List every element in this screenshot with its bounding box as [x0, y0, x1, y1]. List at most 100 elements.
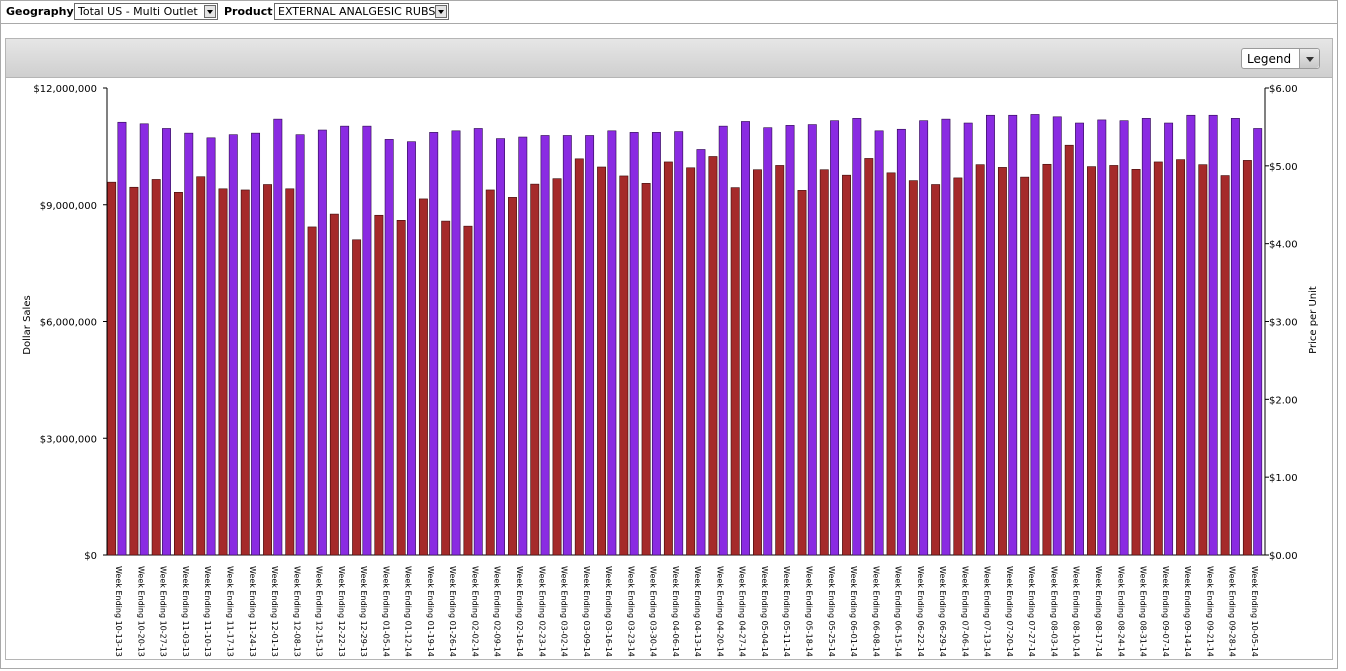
x-category-label: Week Ending 04-20-14: [715, 566, 724, 657]
legend-select-value: Legend: [1247, 52, 1292, 66]
right-tick-label: $6.00: [1269, 84, 1298, 95]
x-category-label: Week Ending 11-17-13: [225, 566, 234, 657]
left-tick-label: $0: [84, 551, 97, 562]
dollar-sales-bar: [129, 186, 139, 556]
dollar-sales-bar: [641, 183, 651, 556]
price-per-unit-bar: [540, 135, 550, 556]
price-per-unit-bar: [741, 121, 750, 556]
price-per-unit-bar: [985, 114, 995, 556]
dollar-sales-bar: [1242, 160, 1252, 556]
price-per-unit-bar: [518, 136, 528, 556]
dollar-sales-bar: [485, 189, 495, 556]
product-select-value: EXTERNAL ANALGESIC RUBS: [278, 5, 436, 18]
price-per-unit-bar: [963, 122, 973, 556]
dollar-sales-bar: [775, 165, 785, 556]
x-category-label: Week Ending 02-09-14: [493, 566, 502, 657]
chevron-down-icon[interactable]: [1299, 49, 1319, 68]
x-category-label: Week Ending 06-29-14: [938, 566, 947, 657]
dollar-sales-bar: [508, 197, 517, 556]
dollar-sales-bar: [597, 166, 607, 556]
x-category-label: Week Ending 09-07-14: [1161, 566, 1170, 657]
x-category-label: Week Ending 10-13-13: [114, 566, 123, 657]
price-per-unit-bar: [117, 121, 127, 556]
price-per-unit-bar: [340, 125, 350, 556]
dollar-sales-bar: [708, 156, 718, 556]
x-category-label: Week Ending 02-23-14: [537, 566, 546, 657]
dollar-sales-bar: [530, 183, 540, 556]
product-select[interactable]: EXTERNAL ANALGESIC RUBS: [274, 3, 449, 20]
price-per-unit-bar: [1230, 118, 1240, 556]
dollar-sales-bar: [797, 190, 807, 556]
price-per-unit-bar: [273, 118, 283, 556]
dollar-sales-bar: [107, 181, 117, 556]
x-category-label: Week Ending 06-08-14: [871, 566, 880, 657]
x-category-label: Week Ending 07-20-14: [1005, 566, 1014, 657]
dollar-sales-bar: [263, 184, 272, 556]
dollar-sales-bar: [463, 225, 473, 556]
dollar-sales-bar: [686, 167, 696, 556]
price-per-unit-bar: [206, 137, 216, 556]
right-tick-label: $0.00: [1269, 551, 1298, 562]
left-tick-label: $12,000,000: [33, 84, 97, 95]
x-category-label: Week Ending 03-09-14: [582, 566, 591, 657]
left-axis-title: Dollar Sales: [22, 295, 33, 354]
x-category-label: Week Ending 03-02-14: [560, 566, 569, 657]
x-category-label: Week Ending 10-27-13: [159, 566, 168, 657]
dollar-sales-bar: [240, 189, 250, 556]
x-category-label: Week Ending 08-17-14: [1094, 566, 1103, 657]
dollar-sales-bar: [975, 164, 985, 556]
x-category-label: Week Ending 12-15-13: [315, 566, 324, 657]
dollar-sales-bar: [953, 177, 963, 556]
x-category-label: Week Ending 04-06-14: [671, 566, 680, 657]
dollar-sales-bar: [819, 169, 829, 556]
x-category-label: Week Ending 09-21-14: [1205, 566, 1214, 657]
price-per-unit-bar: [1164, 122, 1174, 556]
x-category-label: Week Ending 12-29-13: [359, 566, 368, 657]
price-per-unit-bar: [473, 128, 483, 556]
x-category-label: Week Ending 05-18-14: [804, 566, 813, 657]
right-tick-label: $5.00: [1269, 162, 1298, 173]
right-axis-title: Price per Unit: [1308, 286, 1319, 354]
x-category-label: Week Ending 05-11-14: [782, 566, 791, 657]
price-per-unit-bar: [607, 130, 617, 556]
dollar-sales-bar: [574, 158, 584, 556]
x-category-label: Week Ending 10-20-13: [136, 566, 145, 657]
price-per-unit-bar: [451, 130, 461, 556]
x-category-label: Week Ending 05-04-14: [760, 566, 769, 657]
right-tick-label: $3.00: [1269, 318, 1298, 329]
dollar-sales-bar: [1064, 144, 1074, 556]
dollar-sales-bar: [1020, 176, 1030, 556]
x-category-label: Week Ending 11-24-13: [248, 566, 257, 657]
price-per-unit-bar: [896, 128, 906, 556]
price-per-unit-bar: [1208, 114, 1218, 556]
dollar-sales-bar: [908, 180, 918, 556]
x-category-label: Week Ending 10-05-14: [1250, 566, 1259, 657]
dollar-sales-bar: [842, 174, 851, 556]
price-per-unit-bar: [496, 138, 505, 556]
x-category-label: Week Ending 03-30-14: [649, 566, 658, 657]
price-per-unit-bar: [941, 118, 951, 556]
dollar-sales-bar: [441, 220, 451, 556]
x-category-label: Week Ending 12-01-13: [270, 566, 279, 657]
x-category-label: Week Ending 02-16-14: [515, 566, 524, 657]
dollar-sales-bar: [1131, 169, 1141, 556]
chevron-down-icon[interactable]: [435, 5, 447, 18]
chevron-down-icon[interactable]: [204, 5, 216, 18]
price-per-unit-bar: [874, 130, 884, 556]
right-tick-label: $2.00: [1269, 395, 1298, 406]
x-category-label: Week Ending 11-03-13: [181, 566, 190, 657]
x-category-label: Week Ending 12-08-13: [292, 566, 301, 657]
dollar-sales-bar: [1153, 161, 1163, 556]
dollar-sales-bar: [329, 213, 339, 556]
right-tick-label: $1.00: [1269, 473, 1298, 484]
geography-select[interactable]: Total US - Multi Outlet: [74, 3, 218, 20]
geography-select-value: Total US - Multi Outlet: [78, 5, 198, 18]
dollar-sales-bar: [352, 239, 362, 556]
dollar-sales-bar: [1198, 164, 1208, 556]
price-per-unit-bar: [1075, 122, 1084, 556]
price-per-unit-bar: [384, 139, 394, 556]
legend-select[interactable]: Legend: [1241, 48, 1320, 69]
x-category-label: Week Ending 06-22-14: [916, 566, 925, 657]
